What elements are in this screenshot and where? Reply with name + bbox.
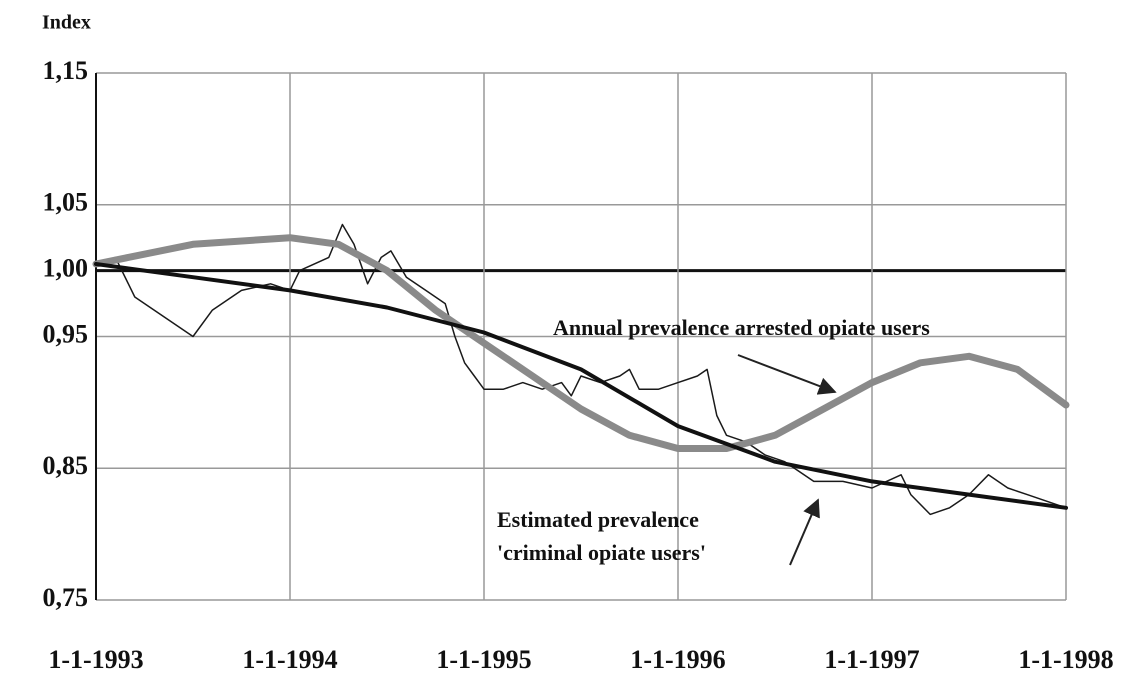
x-tick-label: 1-1-1995: [436, 645, 531, 673]
annotation: 'criminal opiate users': [497, 540, 706, 565]
annotation-arrow: [737, 354, 837, 395]
x-tick-label: 1-1-1993: [48, 645, 143, 673]
lines: [92, 223, 1070, 516]
y-tick-label: 0,85: [43, 451, 89, 480]
x-tick-label: 1-1-1996: [630, 645, 725, 673]
y-tick-label: 1,15: [43, 56, 89, 85]
x-tick-label: 1-1-1994: [242, 645, 337, 673]
grid: [95, 72, 1067, 601]
series-line: [95, 223, 1067, 516]
y-tick-label: 1,00: [43, 254, 89, 283]
series-line: [94, 262, 1068, 510]
y-tick-label: 0,75: [43, 583, 89, 612]
annotation: Estimated prevalence: [497, 507, 699, 532]
y-tick-label: 1,05: [43, 188, 89, 217]
x-tick-label: 1-1-1997: [824, 645, 919, 673]
x-tick-label: 1-1-1998: [1018, 645, 1113, 673]
annotation: Annual prevalence arrested opiate users: [553, 315, 930, 340]
annotation-arrow: [789, 498, 820, 566]
series-line: [92, 234, 1070, 452]
y-tick-label: 0,95: [43, 319, 89, 348]
y-axis-label: Index: [42, 12, 91, 34]
